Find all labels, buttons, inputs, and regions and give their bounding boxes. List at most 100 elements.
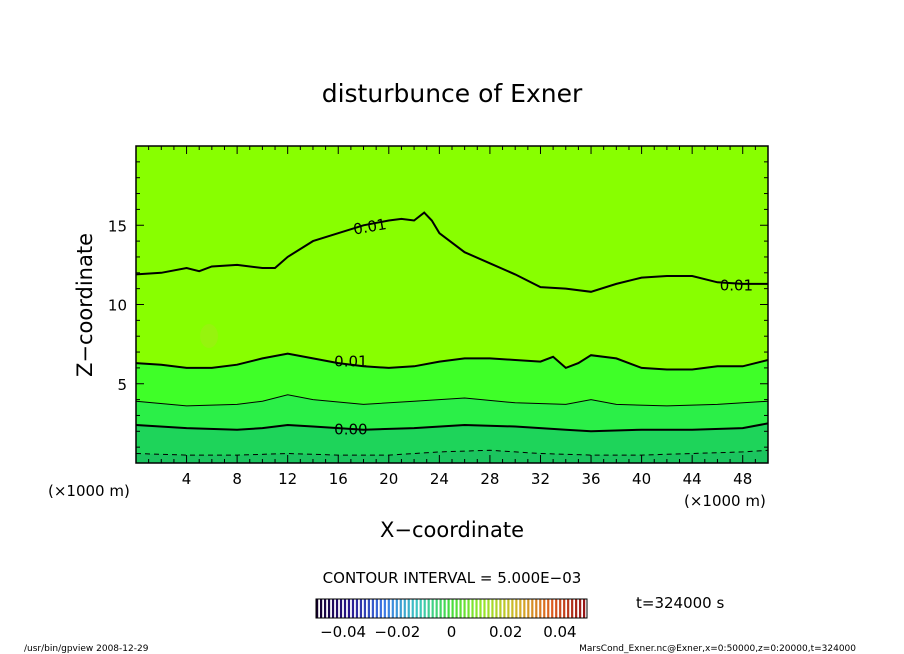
colorbar-swatch xyxy=(323,599,327,618)
colorbar-swatch xyxy=(459,599,462,618)
x-tick-label: 48 xyxy=(733,470,752,488)
colorbar-swatch xyxy=(395,599,398,618)
colorbar-swatch xyxy=(563,599,566,618)
contour-line-2 xyxy=(136,352,768,371)
colorbar-swatch xyxy=(327,599,331,618)
x-unit-left: (×1000 m) xyxy=(48,482,130,500)
colorbar-swatch xyxy=(507,599,510,618)
colorbar-swatch xyxy=(399,599,402,618)
contour-line-5 xyxy=(136,449,768,456)
colorbar-swatch xyxy=(539,599,542,618)
colorbar-swatch xyxy=(335,599,339,618)
colorbar-swatch xyxy=(511,599,514,618)
colorbar-swatch xyxy=(499,599,502,618)
time-label: t=324000 s xyxy=(636,594,724,612)
colorbar-swatch xyxy=(431,599,434,618)
colorbar-swatch xyxy=(363,599,367,618)
y-tick-label: 10 xyxy=(108,297,127,315)
y-tick-label: 5 xyxy=(117,376,127,394)
contour-lines xyxy=(136,211,768,456)
plot-area: 0.010.010.010.00 4 8 12 16 20 24 28 32 36 40 44 485… xyxy=(108,145,769,488)
y-axis-label: Z−coordinate xyxy=(73,233,97,377)
colorbar-swatch xyxy=(567,599,570,618)
x-unit-right: (×1000 m) xyxy=(684,492,766,510)
colorbar-frame xyxy=(315,598,588,619)
local-patch xyxy=(200,324,218,348)
colorbar-swatch xyxy=(343,599,347,618)
colorbar-swatch xyxy=(483,599,486,618)
colorbar-swatch xyxy=(439,599,442,618)
colorbar-tick-label: −0.02 xyxy=(374,623,420,641)
x-tick-label: 36 xyxy=(581,470,600,488)
x-tick-label: 20 xyxy=(379,470,398,488)
colorbar-swatch xyxy=(403,599,406,618)
colorbar-swatch xyxy=(443,599,446,618)
chart-title: disturbunce of Exner xyxy=(322,79,583,108)
colorbar-swatch xyxy=(379,599,382,618)
colorbar-swatch xyxy=(371,599,374,618)
colorbar-swatch xyxy=(355,599,359,618)
colorbar-swatch xyxy=(559,599,562,618)
colorbar-swatch xyxy=(423,599,426,618)
colorbar-swatch xyxy=(367,599,370,618)
contour-line-1 xyxy=(136,211,768,293)
colorbar-swatch xyxy=(375,599,378,618)
colorbar-tick-label: 0.02 xyxy=(489,623,522,641)
colorbar-swatch xyxy=(571,599,574,618)
colorbar-swatch xyxy=(339,599,343,618)
footer-right: MarsCond_Exner.nc@Exner,x=0:50000,z=0:20… xyxy=(579,644,856,654)
colorbar-swatch xyxy=(455,599,458,618)
colorbar-swatch xyxy=(523,599,526,618)
colorbar-swatch xyxy=(519,599,522,618)
colorbar-swatch xyxy=(547,599,550,618)
colorbar-swatch xyxy=(543,599,546,618)
x-tick-label: 4 xyxy=(182,470,192,488)
colorbar-swatch xyxy=(419,599,422,618)
colorbar-swatch xyxy=(527,599,530,618)
colorbar-swatch xyxy=(495,599,498,618)
contour-line-4 xyxy=(136,422,768,433)
footer-left: /usr/bin/gpview 2008-12-29 xyxy=(24,644,149,654)
colorbar-swatch xyxy=(415,599,418,618)
colorbar-swatch xyxy=(435,599,438,618)
x-tick-label: 16 xyxy=(329,470,348,488)
x-tick-label: 24 xyxy=(430,470,449,488)
colorbar-swatch xyxy=(359,599,363,618)
x-axis-label: X−coordinate xyxy=(380,518,524,542)
colorbar-swatch xyxy=(387,599,390,618)
colorbar-swatch xyxy=(467,599,470,618)
x-tick-label: 12 xyxy=(278,470,297,488)
colorbar-swatch xyxy=(515,599,518,618)
colorbar-tick-label: 0 xyxy=(447,623,457,641)
colorbar-swatch xyxy=(479,599,482,618)
colorbar-swatch xyxy=(316,599,319,618)
contour-fill-band-4 xyxy=(136,450,768,463)
x-tick-label: 44 xyxy=(683,470,702,488)
contour-label-3: 0.01 xyxy=(334,353,367,371)
colorbar-labels: −0.04 −0.02 0 0.02 0.04 xyxy=(320,623,576,641)
contour-label-1: 0.01 xyxy=(352,215,388,239)
contour-fills xyxy=(136,353,768,463)
colorbar-swatch xyxy=(531,599,534,618)
x-tick-label: 32 xyxy=(531,470,550,488)
x-tick-label: 8 xyxy=(232,470,242,488)
colorbar-swatch xyxy=(551,599,554,618)
colorbar-swatch xyxy=(411,599,414,618)
colorbar-swatch xyxy=(331,599,335,618)
colorbar-swatch xyxy=(463,599,466,618)
colorbar-swatch xyxy=(351,599,355,618)
colorbar-swatch xyxy=(535,599,538,618)
contour-fill-band-3 xyxy=(136,423,768,463)
x-tick-label: 28 xyxy=(480,470,499,488)
colorbar-swatch xyxy=(407,599,410,618)
colorbar-tick-label: 0.04 xyxy=(543,623,576,641)
contour-label-4: 0.00 xyxy=(334,421,367,439)
colorbar-swatch xyxy=(427,599,430,618)
colorbar-swatch xyxy=(471,599,474,618)
colorbar-swatch xyxy=(391,599,394,618)
colorbar-swatch xyxy=(451,599,454,618)
colorbar-swatch xyxy=(319,599,323,618)
contour-line-3 xyxy=(136,394,768,407)
